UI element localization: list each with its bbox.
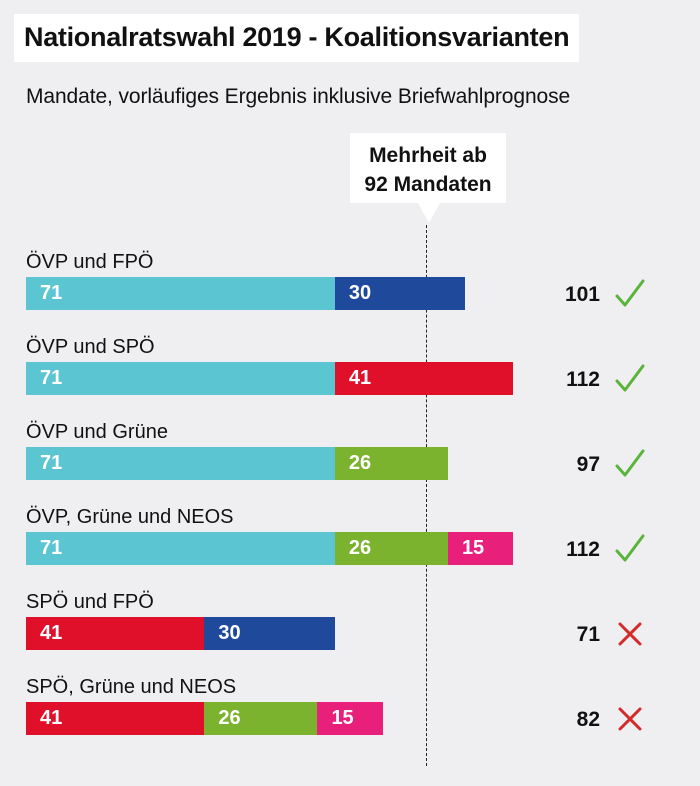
- stacked-bar: 71 30: [26, 277, 626, 310]
- coalition-row: SPÖ, Grüne und NEOS 41 26 15 82: [0, 675, 700, 745]
- bar-segment-SPÖ: 41: [26, 702, 205, 735]
- coalition-total: 82: [576, 708, 600, 731]
- coalition-total: 71: [576, 623, 600, 646]
- cross-icon: [618, 707, 642, 731]
- coalition-row: ÖVP und SPÖ 71 41 112: [0, 335, 700, 405]
- coalition-total: 112: [566, 538, 600, 561]
- coalition-row: SPÖ und FPÖ 41 30 71: [0, 590, 700, 660]
- coalition-label: SPÖ und FPÖ: [26, 591, 154, 613]
- coalition-label: ÖVP, Grüne und NEOS: [26, 506, 234, 528]
- coalition-row: ÖVP und FPÖ 71 30 101: [0, 250, 700, 320]
- check-icon: [615, 364, 645, 392]
- stacked-bar: 71 41: [26, 362, 626, 395]
- coalition-label: SPÖ, Grüne und NEOS: [26, 676, 237, 698]
- bar-segment-NEOS: 15: [447, 532, 514, 565]
- chart-title: Nationalratswahl 2019 - Koalitionsvarian…: [14, 14, 580, 62]
- bar-segment-NEOS: 15: [317, 702, 383, 735]
- coalition-total: 97: [576, 453, 600, 476]
- stacked-bar: 41 30: [26, 617, 626, 650]
- majority-label-line1: Mehrheit ab: [369, 144, 487, 167]
- bar-segment-Grüne: 26: [334, 447, 448, 480]
- bar-segment-ÖVP: 71: [26, 447, 335, 480]
- stacked-bar: 71 26: [26, 447, 626, 480]
- bar-segment-ÖVP: 71: [26, 277, 335, 310]
- majority-label-line2: 92 Mandaten: [364, 173, 492, 196]
- majority-threshold-line: [426, 225, 428, 766]
- check-icon: [615, 534, 645, 562]
- bar-segment-FPÖ: 30: [204, 617, 335, 650]
- majority-callout: Mehrheit ab 92 Mandaten: [350, 133, 506, 203]
- bar-segment-ÖVP: 71: [26, 362, 335, 395]
- check-icon: [615, 279, 645, 307]
- bar-segment-Grüne: 26: [204, 702, 318, 735]
- coalition-label: ÖVP und SPÖ: [26, 336, 155, 358]
- coalition-total: 112: [566, 368, 600, 391]
- bar-segment-SPÖ: 41: [26, 617, 205, 650]
- bar-segment-ÖVP: 71: [26, 532, 335, 565]
- coalition-label: ÖVP und Grüne: [26, 421, 168, 443]
- cross-icon: [618, 622, 642, 646]
- chart-subtitle: Mandate, vorläufiges Ergebnis inklusive …: [26, 85, 571, 108]
- majority-callout-pointer: [418, 203, 440, 223]
- coalition-total: 101: [564, 283, 600, 306]
- coalition-label: ÖVP und FPÖ: [26, 251, 154, 273]
- coalition-row: ÖVP und Grüne 71 26 97: [0, 420, 700, 490]
- bar-segment-FPÖ: 30: [334, 277, 466, 310]
- stacked-bar: 71 26 15: [26, 532, 626, 565]
- coalition-row: ÖVP, Grüne und NEOS 71 26 15 112: [0, 505, 700, 575]
- check-icon: [615, 449, 645, 477]
- bar-segment-Grüne: 26: [334, 532, 448, 565]
- stacked-bar: 41 26 15: [26, 702, 626, 735]
- bar-segment-SPÖ: 41: [334, 362, 514, 395]
